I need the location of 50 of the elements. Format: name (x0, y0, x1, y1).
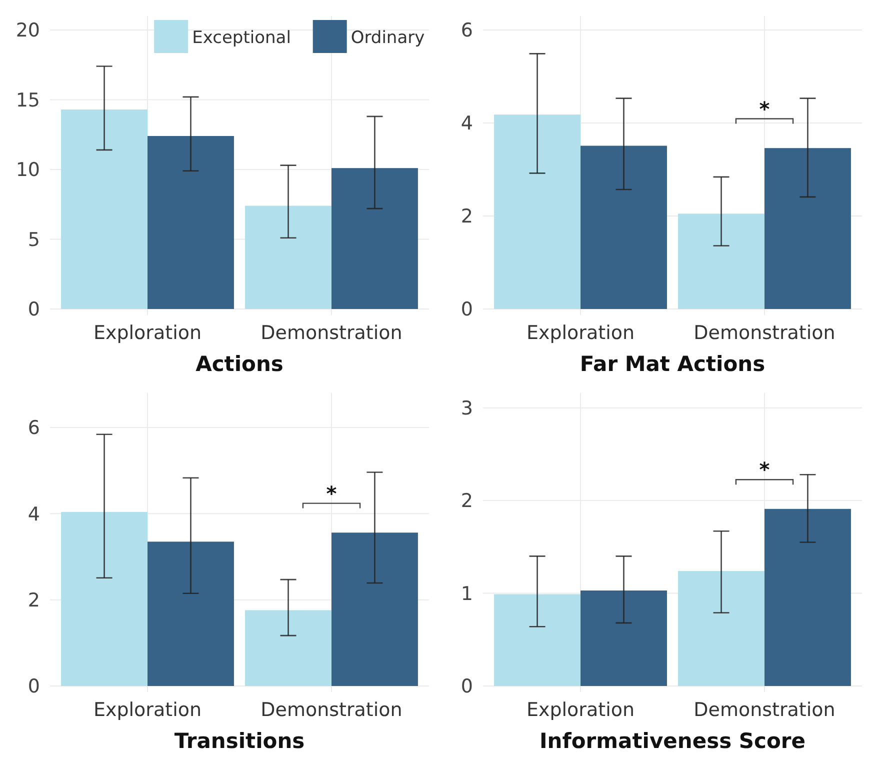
annotation: * (326, 481, 338, 506)
bar (678, 571, 764, 686)
bar (494, 114, 581, 309)
x-tick-label: Demonstration (260, 699, 402, 721)
x-axis-title: Transitions (174, 729, 305, 753)
bar (148, 136, 234, 309)
x-tick-label: Demonstration (694, 322, 836, 344)
bar (148, 542, 234, 686)
bar (245, 610, 332, 686)
bar (764, 148, 851, 309)
x-axis-title: Actions (196, 352, 284, 376)
y-tick-label: 0 (460, 676, 473, 698)
y-tick-label: 3 (460, 397, 473, 420)
y-tick-label: 15 (16, 89, 40, 112)
bar (245, 206, 332, 309)
y-tick-label: 10 (16, 159, 40, 182)
bar (61, 109, 148, 309)
y-tick-label: 0 (460, 298, 473, 321)
legend-label: Ordinary (350, 28, 425, 48)
y-tick-label: 20 (16, 20, 40, 42)
x-tick-label: Demonstration (260, 322, 402, 344)
legend-label: Exceptional (192, 28, 291, 48)
y-tick-label: 4 (460, 112, 473, 135)
y-tick-label: 6 (460, 20, 473, 42)
annotation: * (759, 458, 770, 482)
bar (580, 146, 667, 309)
y-tick-label: 0 (28, 298, 40, 321)
x-tick-label: Exploration (526, 322, 635, 344)
bar (678, 214, 764, 309)
x-tick-label: Exploration (93, 322, 202, 344)
x-axis-title: Informativeness Score (539, 729, 806, 753)
annotation: * (759, 96, 770, 121)
bar (494, 594, 581, 686)
x-tick-label: Exploration (526, 699, 635, 721)
bar (331, 168, 418, 309)
x-tick-label: Demonstration (694, 699, 836, 721)
bar (331, 532, 418, 686)
y-tick-label: 4 (28, 503, 40, 526)
y-tick-label: 5 (28, 228, 40, 251)
bar (580, 590, 667, 686)
x-tick-label: Exploration (93, 699, 202, 721)
y-tick-label: 6 (28, 417, 40, 440)
bar (61, 512, 148, 686)
y-tick-label: 2 (28, 589, 40, 612)
bar (764, 508, 851, 686)
y-tick-label: 1 (460, 582, 473, 605)
y-tick-label: 2 (460, 490, 473, 512)
y-tick-label: 2 (460, 206, 473, 228)
x-axis-title: Far Mat Actions (580, 352, 766, 376)
y-tick-label: 0 (28, 676, 40, 698)
